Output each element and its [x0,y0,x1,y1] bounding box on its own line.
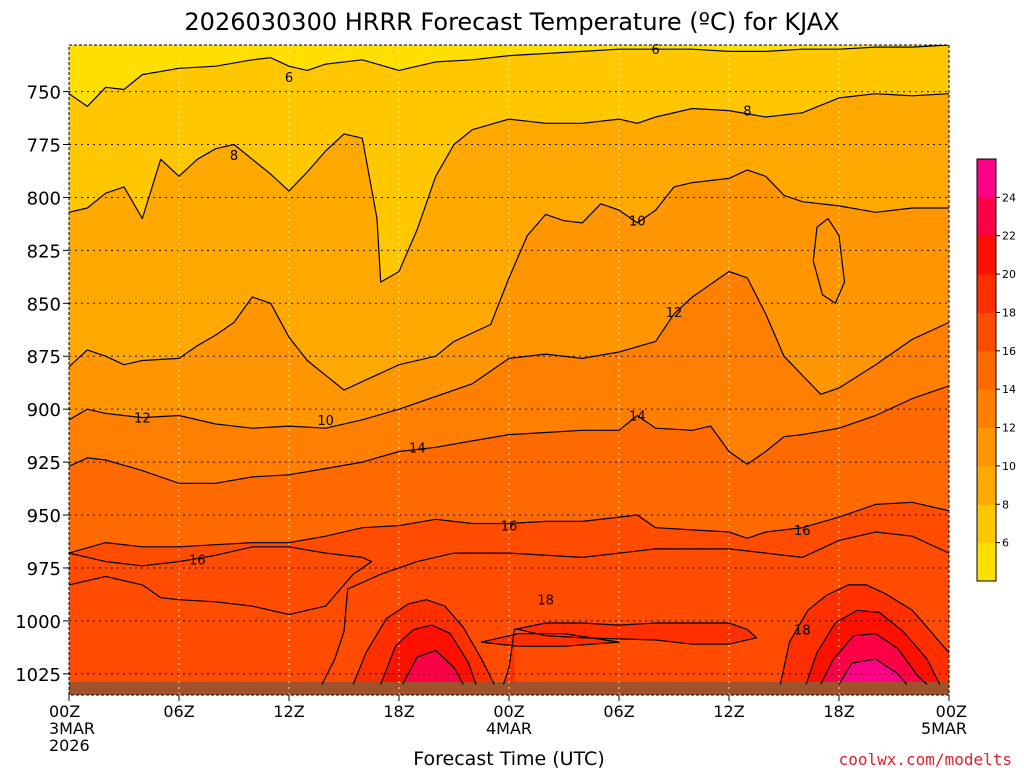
contour-label-16-7-0: 16 [189,553,206,568]
colorbar-label-12: 12 [1002,422,1016,435]
x-tick-label-2: 12Z [273,702,304,721]
contour-label-18-9-0: 18 [794,623,811,638]
contour-6-0 [69,45,949,107]
colorbar-swatch-8 [977,235,996,275]
contour-8-1 [69,93,949,283]
contour-10-2 [69,169,949,391]
colorbar-swatch-2 [977,465,996,505]
y-tick-label-875: 875 [27,347,61,368]
contour-label-8-1-1: 8 [743,105,751,120]
contour-label-14-5-1: 14 [629,410,646,425]
x-tick-year-0: 2026 [49,736,90,755]
y-tick-label-825: 825 [27,241,61,262]
contour-24-17 [838,658,908,685]
y-tick-label-800: 800 [27,188,61,209]
chart-title: 2026030300 HRRR Forecast Temperature (ºC… [184,8,839,36]
contour-14-5 [69,385,949,484]
y-tick-label-750: 750 [27,83,61,104]
y-tick-label-1025: 1025 [15,665,61,686]
colorbar-label-16: 16 [1002,345,1016,358]
colorbar-label-24: 24 [1002,191,1016,204]
colorbar-label-8: 8 [1002,498,1009,511]
contour-labels: 6 6 8 8 10 10 12 12 14 14 16 16 16 18 18 [134,43,811,638]
y-tick-label-900: 900 [27,400,61,421]
contour-label-18-10-0: 18 [537,594,554,609]
colorbar-label-22: 22 [1002,230,1016,243]
x-tick-date-8: 5MAR [921,719,967,738]
band-18-12 [481,633,619,647]
contour-22-16 [820,633,928,685]
contour-20-14 [805,609,941,685]
colorbar-label-18: 18 [1002,306,1016,319]
x-tick-label-5: 06Z [603,702,634,721]
contour-18-9 [352,599,495,685]
y-axis: 750 775 800 825 850 875 900 925 950 975 1000 1025 [15,83,69,686]
x-tick-label-1: 06Z [163,702,194,721]
colorbar-swatch-1 [977,504,996,544]
y-tick-label-1000: 1000 [15,612,61,633]
contour-lines [69,45,949,685]
x-tick-label-6: 12Z [713,702,744,721]
band-10-3 [813,218,845,304]
colorbar-swatch-9 [977,197,996,237]
colorbar-label-10: 10 [1002,460,1016,473]
colorbar-label-20: 20 [1002,268,1016,281]
x-tick-label-7: 18Z [823,702,854,721]
contour-18-10 [502,622,758,685]
colorbar-label-6: 6 [1002,537,1009,550]
contour-label-12-4-1: 12 [666,306,683,321]
colorbar-swatch-7 [977,274,996,313]
x-tick-label-0: 00Z [49,702,80,721]
contour-18-12 [480,633,620,647]
contour-label-10-2-0: 10 [317,414,334,429]
contour-label-14-5-0: 14 [409,441,426,456]
contour-label-6-0-0: 6 [285,71,293,86]
contour-12-4 [69,270,949,429]
x-tick-date-0: 3MAR [49,719,95,738]
contour-label-8-1-0: 8 [230,149,238,164]
x-tick-date-4: 4MAR [486,719,532,738]
contour-22-15 [402,649,464,685]
colorbar-swatch-10 [977,159,996,198]
band-16-7 [69,546,372,695]
contour-10-3 [812,218,846,304]
y-tick-label-950: 950 [27,506,61,527]
contour-label-16-6-1: 16 [794,524,811,539]
x-tick-label-8: 00Z [936,702,967,721]
colorbar-label-14: 14 [1002,383,1016,396]
contour-label-6-0-1: 6 [652,43,660,58]
contour-label-12-4-0: 12 [134,412,151,427]
colorbar-swatch-6 [977,312,996,352]
colorbar-swatch-4 [977,389,996,429]
colorbar-swatch-3 [977,427,996,467]
x-tick-label-4: 00Z [493,702,524,721]
contour-18-11 [779,584,949,685]
contour-label-16-6-0: 16 [501,520,518,535]
colorbar-swatch-5 [977,350,996,390]
colorbar-frame [976,158,997,582]
credit-text[interactable]: coolwx.com/modelts [839,750,1012,768]
contour-label-10-2-1: 10 [629,215,646,230]
y-tick-label-925: 925 [27,453,61,474]
y-tick-label-850: 850 [27,294,61,315]
x-axis-label: Forecast Time (UTC) [413,748,604,768]
y-tick-label-775: 775 [27,136,61,157]
colorbar: 6 8 10 12 14 16 18 20 22 24 [976,158,1016,582]
y-tick-label-975: 975 [27,559,61,580]
contour-20-13 [380,624,477,685]
contour-16-6 [69,501,949,554]
contour-16-8 [321,531,949,685]
band-18-10 [503,623,757,695]
contour-16-7 [69,546,373,616]
colorbar-swatch-0 [977,542,996,582]
x-tick-label-3: 18Z [383,702,414,721]
